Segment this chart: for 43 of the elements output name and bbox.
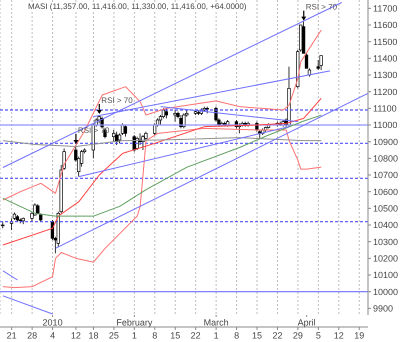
y-tick-label: 11700 [373,4,398,14]
y-tick-label: 11300 [373,70,398,80]
x2-tick-label: March [204,317,229,328]
x-tick-label: 4 [50,330,56,340]
x-tick-label: 12 [70,330,81,340]
annotation: RSI > 70 [101,96,134,105]
x-tick-label: 19 [354,330,364,340]
y-tick-label: 10900 [373,136,398,147]
y-tick-label: 10800 [373,154,398,164]
chart-title: MASI (11,357.00, 11,416.00, 11,330.00, 11,416.00, +64.0000) [28,2,246,11]
x-tick-label: 15 [252,330,262,340]
x-tick-label: 29 [292,330,303,340]
y-tick-label: 10400 [373,220,398,230]
x2-tick-label: April [298,317,316,328]
x-tick-label: 21 [6,330,17,340]
y-tick-label: 11200 [373,86,398,97]
x-tick-label: 1 [132,330,137,340]
x-tick-label: 5 [316,330,321,340]
y-tick-label: 11000 [373,120,398,130]
x-tick-label: 28 [27,330,38,340]
x-tick-label: 8 [152,330,158,340]
y-tick-label: 10200 [373,254,398,264]
x-tick-label: 22 [190,330,201,340]
y-tick-label: 10300 [373,236,398,247]
x-tick-label: 15 [170,330,180,340]
x2-tick-label: 2010 [42,317,63,328]
x-tick-label: 25 [108,330,119,340]
x-tick-label: 1 [214,330,219,340]
x-tick-label: 18 [88,330,98,340]
x-tick-label: 12 [334,330,344,340]
x-tick-label: 8 [234,330,240,340]
y-tick-label: 10500 [373,204,398,214]
y-tick-label: 10100 [373,270,398,280]
x-tick-label: 22 [272,330,282,340]
y-tick-label: 10600 [373,186,398,197]
y-tick-label: 11100 [373,104,397,114]
x2-tick-label: February [116,317,153,328]
y-tick-label: 11500 [373,36,398,47]
y-tick-label: 10700 [373,170,398,180]
y-tick-label: 9900 [373,304,394,314]
y-tick-label: 10000 [373,286,398,297]
y-tick-label: 11400 [373,54,398,64]
y-tick-label: 11600 [373,20,398,30]
